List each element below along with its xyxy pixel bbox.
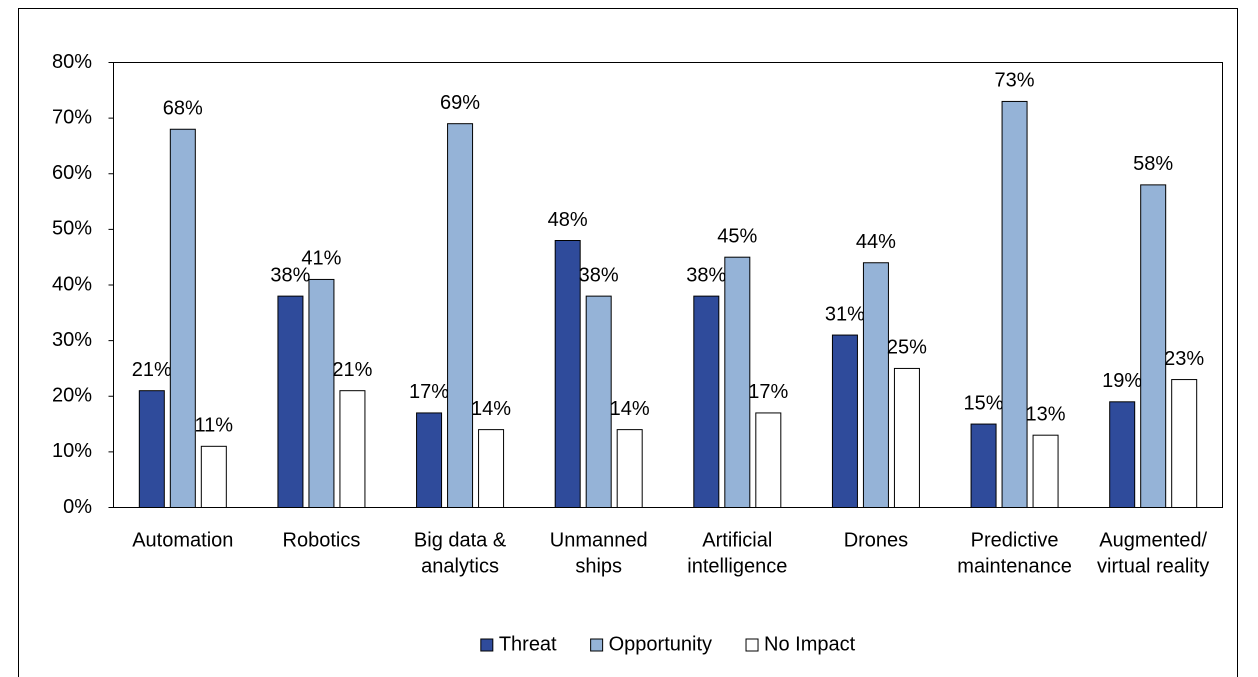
- legend-label: Opportunity: [609, 633, 712, 655]
- data-label: 44%: [856, 231, 896, 253]
- bar: [893, 367, 920, 508]
- y-tick-label: 80%: [52, 51, 92, 73]
- bar: [308, 278, 335, 508]
- data-label: 45%: [717, 225, 757, 247]
- bar: [416, 412, 443, 508]
- bar: [755, 412, 782, 508]
- bar: [138, 390, 165, 508]
- chart-border: [18, 8, 1238, 677]
- bar: [831, 334, 858, 508]
- data-label: 38%: [579, 264, 619, 286]
- data-label: 68%: [163, 98, 203, 120]
- data-label: 31%: [825, 303, 865, 325]
- data-label: 38%: [686, 264, 726, 286]
- y-tick-label: 30%: [52, 329, 92, 351]
- bar: [277, 295, 304, 508]
- x-tick-label: Augmented/: [1099, 529, 1207, 551]
- x-tick-label: Predictive: [971, 529, 1059, 551]
- bar: [1001, 100, 1028, 508]
- y-tick-label: 50%: [52, 218, 92, 240]
- bar: [478, 429, 505, 508]
- bar: [724, 256, 751, 508]
- x-tick-label: Unmanned: [550, 529, 648, 551]
- y-tick-label: 60%: [52, 162, 92, 184]
- bar: [970, 423, 997, 508]
- bar: [169, 128, 196, 508]
- legend-swatch: [745, 638, 759, 652]
- data-label: 69%: [440, 92, 480, 114]
- data-label: 25%: [887, 337, 927, 359]
- x-tick-label: maintenance: [957, 555, 1072, 577]
- data-label: 14%: [610, 398, 650, 420]
- data-label: 13%: [1026, 403, 1066, 425]
- data-label: 14%: [471, 398, 511, 420]
- bar: [1140, 184, 1167, 508]
- bar: [1171, 379, 1198, 508]
- bar: [339, 390, 366, 508]
- data-label: 17%: [409, 381, 449, 403]
- x-tick-label: Robotics: [283, 529, 361, 551]
- data-label: 21%: [132, 359, 172, 381]
- legend-swatch: [480, 638, 494, 652]
- bar: [1109, 401, 1136, 508]
- x-tick-label: virtual reality: [1097, 555, 1209, 577]
- y-tick-label: 40%: [52, 273, 92, 295]
- bar: [585, 295, 612, 508]
- data-label: 11%: [195, 415, 234, 437]
- data-label: 58%: [1133, 153, 1173, 175]
- data-label: 38%: [270, 264, 310, 286]
- bar: [554, 240, 581, 508]
- data-label: 41%: [301, 248, 341, 270]
- y-tick-label: 0%: [63, 496, 92, 518]
- data-label: 21%: [332, 359, 372, 381]
- y-tick-label: 10%: [52, 440, 92, 462]
- legend-swatch: [590, 638, 604, 652]
- bar: [200, 445, 227, 508]
- x-tick-label: Big data &: [414, 529, 507, 551]
- x-tick-label: Automation: [132, 529, 233, 551]
- data-label: 48%: [548, 209, 588, 231]
- bar: [862, 262, 889, 508]
- data-label: 23%: [1164, 348, 1204, 370]
- x-tick-label: ships: [575, 555, 622, 577]
- y-tick-label: 70%: [52, 106, 92, 128]
- data-label: 17%: [748, 381, 788, 403]
- bar: [616, 429, 643, 508]
- bar: [447, 123, 474, 508]
- data-label: 73%: [995, 70, 1035, 92]
- x-tick-label: Artificial: [702, 529, 772, 551]
- x-tick-label: intelligence: [687, 555, 787, 577]
- legend-label: No Impact: [764, 633, 856, 655]
- bar: [693, 295, 720, 508]
- x-tick-label: analytics: [421, 555, 499, 577]
- y-tick-label: 20%: [52, 385, 92, 407]
- bar: [1032, 434, 1059, 508]
- legend-label: Threat: [499, 633, 557, 655]
- data-label: 15%: [964, 392, 1004, 414]
- data-label: 19%: [1102, 370, 1142, 392]
- x-tick-label: Drones: [844, 529, 908, 551]
